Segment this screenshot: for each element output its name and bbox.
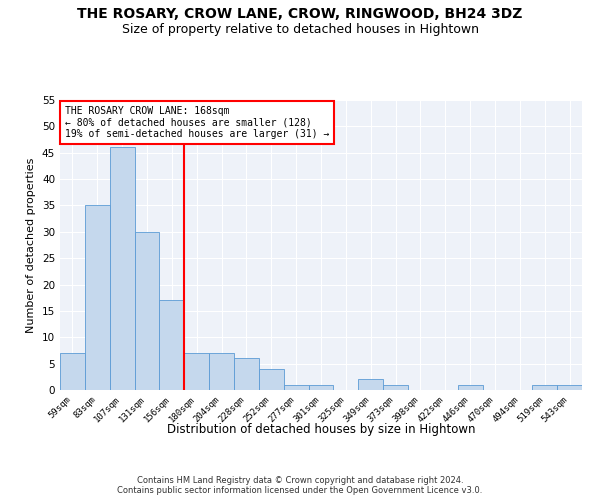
Bar [184,353,209,390]
Bar [557,384,582,390]
Bar [209,353,234,390]
Bar [458,384,482,390]
Text: THE ROSARY, CROW LANE, CROW, RINGWOOD, BH24 3DZ: THE ROSARY, CROW LANE, CROW, RINGWOOD, B… [77,8,523,22]
Text: THE ROSARY CROW LANE: 168sqm
← 80% of detached houses are smaller (128)
19% of s: THE ROSARY CROW LANE: 168sqm ← 80% of de… [65,106,329,139]
Bar [110,148,134,390]
Text: Distribution of detached houses by size in Hightown: Distribution of detached houses by size … [167,422,475,436]
Text: Contains HM Land Registry data © Crown copyright and database right 2024.
Contai: Contains HM Land Registry data © Crown c… [118,476,482,495]
Bar [234,358,259,390]
Bar [60,353,85,390]
Bar [532,384,557,390]
Bar [284,384,308,390]
Bar [134,232,160,390]
Bar [358,380,383,390]
Bar [85,206,110,390]
Bar [259,369,284,390]
Y-axis label: Number of detached properties: Number of detached properties [26,158,37,332]
Bar [160,300,184,390]
Bar [383,384,408,390]
Text: Size of property relative to detached houses in Hightown: Size of property relative to detached ho… [121,22,479,36]
Bar [308,384,334,390]
